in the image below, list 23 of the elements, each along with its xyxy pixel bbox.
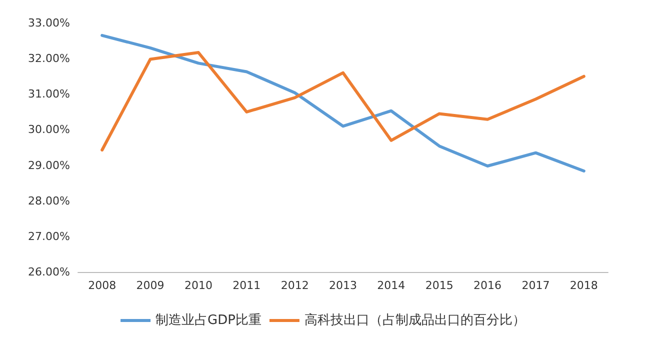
legend-label: 制造业占GDP比重 <box>156 313 262 328</box>
x-tick-label: 2011 <box>232 279 261 292</box>
y-tick-label: 27.00% <box>28 230 70 243</box>
x-tick-label: 2014 <box>377 279 406 292</box>
x-tick-label: 2015 <box>425 279 454 292</box>
x-tick-label: 2016 <box>474 279 502 292</box>
legend-label: 高科技出口（占制成品出口的百分比） <box>304 312 526 328</box>
y-tick-label: 32.00% <box>28 52 70 66</box>
x-tick-label: 2008 <box>88 279 116 292</box>
x-tick-label: 2010 <box>184 279 212 292</box>
line-series <box>100 34 586 172</box>
y-tick-label: 28.00% <box>28 194 70 208</box>
x-tick-label: 2012 <box>280 279 309 292</box>
x-tick-label: 2009 <box>136 279 164 292</box>
x-tick-label: 2013 <box>329 279 357 292</box>
y-tick-label: 29.00% <box>28 158 70 172</box>
y-tick-label: 33.00% <box>28 16 70 30</box>
x-tick-label: 2017 <box>522 279 550 292</box>
line-series <box>100 51 586 152</box>
x-tick-label: 2018 <box>570 279 598 292</box>
y-tick-label: 31.00% <box>28 88 70 101</box>
y-tick-label: 26.00% <box>28 266 70 278</box>
y-tick-label: 30.00% <box>28 123 70 136</box>
